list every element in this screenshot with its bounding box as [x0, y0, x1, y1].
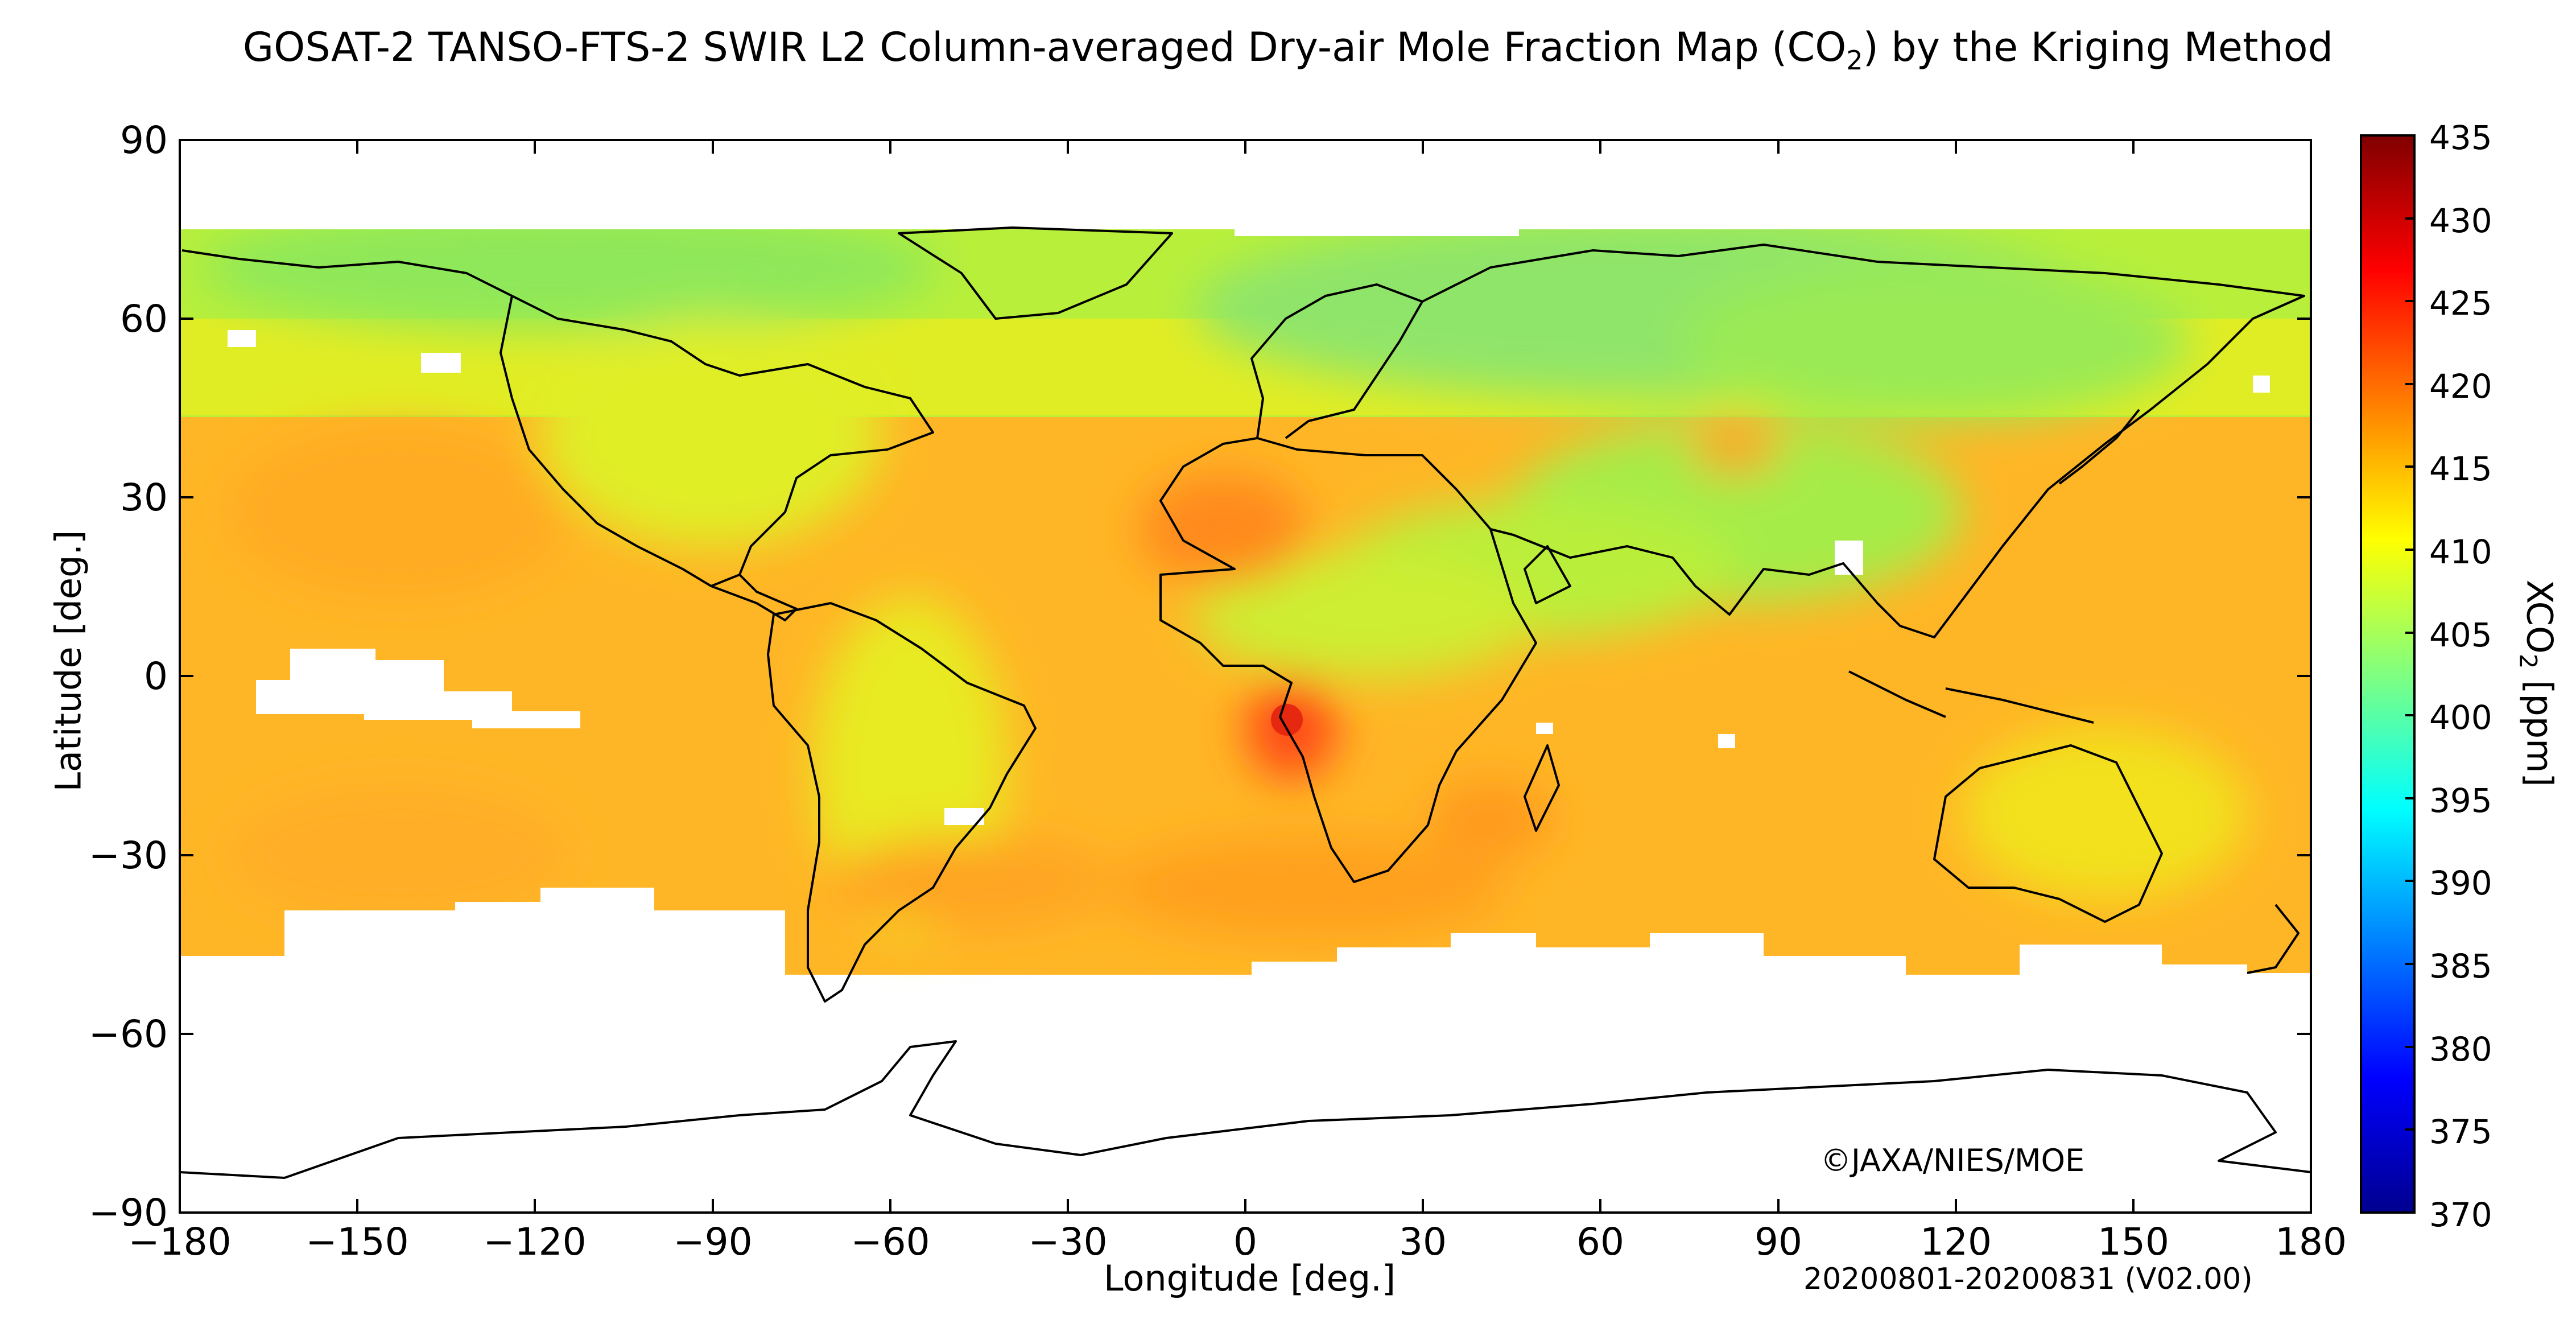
colorbar-tick-label: 410 [2429, 533, 2492, 571]
colorbar-tick-label: 395 [2429, 781, 2492, 820]
xtick-label: 150 [2098, 1220, 2169, 1264]
xtick-label: −150 [306, 1220, 409, 1264]
data-period: 20200801-20200831 (V02.00) [1803, 1262, 2253, 1296]
ytick-label: −30 [88, 834, 168, 877]
colorbar-scale [2360, 134, 2416, 1214]
ytick-label: 0 [144, 654, 168, 698]
y-axis-label: Latitude [deg.] [47, 530, 89, 792]
ytick-label: 90 [120, 118, 168, 162]
x-axis-label: Longitude [deg.] [1104, 1258, 1396, 1299]
xtick-label: 90 [1755, 1220, 1802, 1264]
colorbar-tick-label: 400 [2429, 698, 2492, 737]
ytick-label: 30 [120, 476, 168, 520]
xtick-label: −60 [851, 1220, 930, 1264]
colorbar-tick-label: 435 [2429, 118, 2492, 157]
xtick-label: −90 [673, 1220, 753, 1264]
colorbar-tick-label: 420 [2429, 367, 2492, 406]
xtick-label: 60 [1576, 1220, 1624, 1264]
tick-marks [179, 139, 2312, 1214]
colorbar-tick-label: 370 [2429, 1195, 2492, 1234]
xtick-label: 30 [1399, 1220, 1447, 1264]
colorbar-tick-label: 430 [2429, 201, 2492, 240]
ytick-label: −60 [88, 1012, 168, 1056]
xtick-label: −180 [128, 1220, 232, 1264]
colorbar-tick-label: 380 [2429, 1030, 2492, 1069]
colorbar-tick-label: 415 [2429, 450, 2492, 488]
colorbar-tick-label: 375 [2429, 1112, 2492, 1151]
xtick-label: 0 [1233, 1220, 1257, 1264]
ytick-label: −90 [88, 1191, 168, 1235]
colorbar-tick-label: 425 [2429, 284, 2492, 323]
colorbar-label: XCO2 [ppm] [2514, 579, 2561, 787]
copyright-credit: ©JAXA/NIES/MOE [1820, 1143, 2085, 1178]
chart-title: GOSAT-2 TANSO-FTS-2 SWIR L2 Column-avera… [242, 24, 2334, 76]
xtick-label: −120 [483, 1220, 587, 1264]
coastlines [180, 226, 2311, 1179]
xtick-label: 180 [2275, 1220, 2347, 1264]
colorbar-tick-label: 390 [2429, 864, 2492, 902]
colorbar-ticks [2405, 134, 2414, 1214]
xtick-label: −30 [1028, 1220, 1108, 1264]
ytick-label: 60 [120, 297, 168, 341]
colorbar-tick-label: 385 [2429, 947, 2492, 986]
colorbar-tick-label: 405 [2429, 616, 2492, 654]
xco2-field [180, 140, 2311, 1213]
xtick-label: 120 [1920, 1220, 1992, 1264]
